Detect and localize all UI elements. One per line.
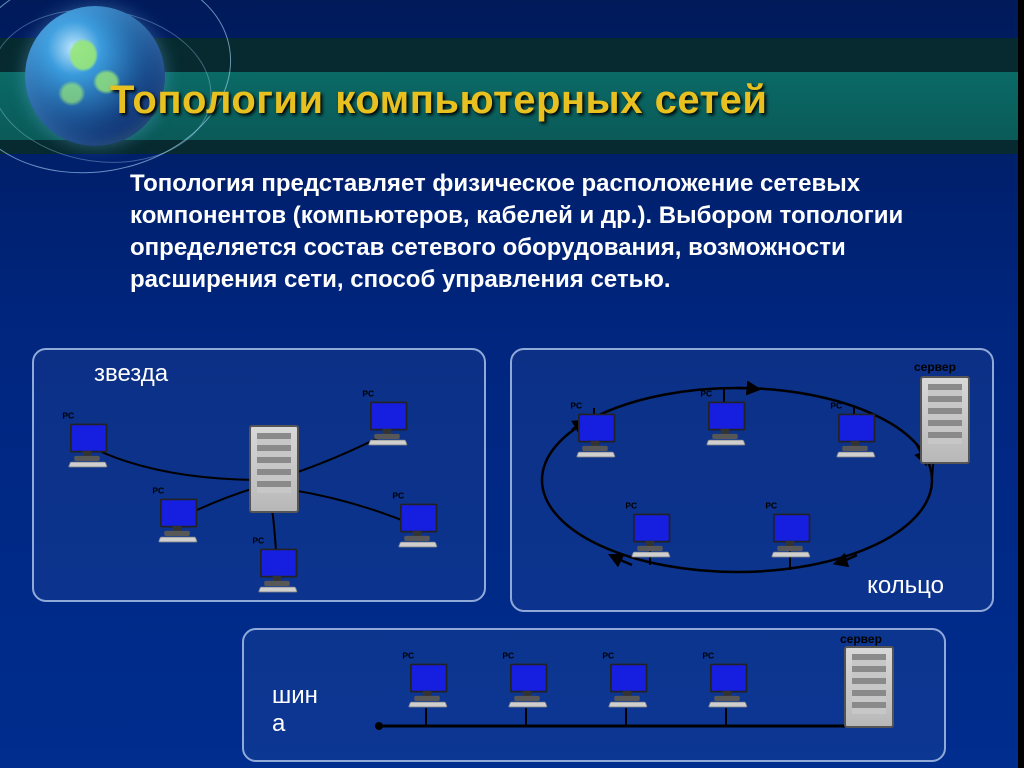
pc-tag: PC [570, 402, 582, 411]
bus-wires [244, 630, 944, 760]
page-title: Топологии компьютерных сетей [110, 78, 1014, 123]
globe-icon [25, 6, 165, 146]
server-label: сервер [914, 360, 956, 374]
intro-text: Топология представляет физическое распол… [130, 168, 974, 296]
pc-tag: PC [830, 402, 842, 411]
pc-icon: PC [607, 664, 646, 705]
pc-icon: PC [157, 499, 196, 540]
panel-bus: шин а сервер PC PC PC PC [242, 628, 946, 762]
pc-icon: PC [835, 414, 874, 455]
server-icon [249, 425, 299, 513]
panel-ring: кольцо сервер PC PC PC PC PC [510, 348, 994, 612]
panel-star: звезда PC PC PC PC PC [32, 348, 486, 602]
pc-tag: PC [152, 487, 164, 496]
pc-icon: PC [630, 514, 669, 555]
server-icon [844, 646, 894, 728]
pc-icon: PC [367, 402, 406, 443]
pc-tag: PC [702, 652, 714, 661]
pc-tag: PC [402, 652, 414, 661]
crop-edge [1018, 0, 1024, 768]
pc-icon: PC [770, 514, 809, 555]
pc-tag: PC [765, 502, 777, 511]
pc-icon: PC [67, 424, 106, 465]
pc-tag: PC [602, 652, 614, 661]
pc-icon: PC [575, 414, 614, 455]
pc-icon: PC [407, 664, 446, 705]
pc-tag: PC [502, 652, 514, 661]
pc-tag: PC [700, 390, 712, 399]
pc-tag: PC [362, 390, 411, 399]
server-label: сервер [840, 632, 882, 646]
pc-icon: PC [507, 664, 546, 705]
pc-icon: PC [257, 549, 296, 590]
pc-icon: PC [707, 664, 746, 705]
pc-tag: PC [392, 492, 441, 501]
pc-tag: PC [252, 537, 264, 546]
band-dark [0, 38, 1024, 72]
band-thin [0, 140, 1024, 154]
pc-icon: PC [705, 402, 744, 443]
pc-tag: PC [625, 502, 637, 511]
server-icon [920, 376, 970, 464]
pc-icon: PC [397, 504, 436, 545]
pc-tag: PC [62, 412, 74, 421]
